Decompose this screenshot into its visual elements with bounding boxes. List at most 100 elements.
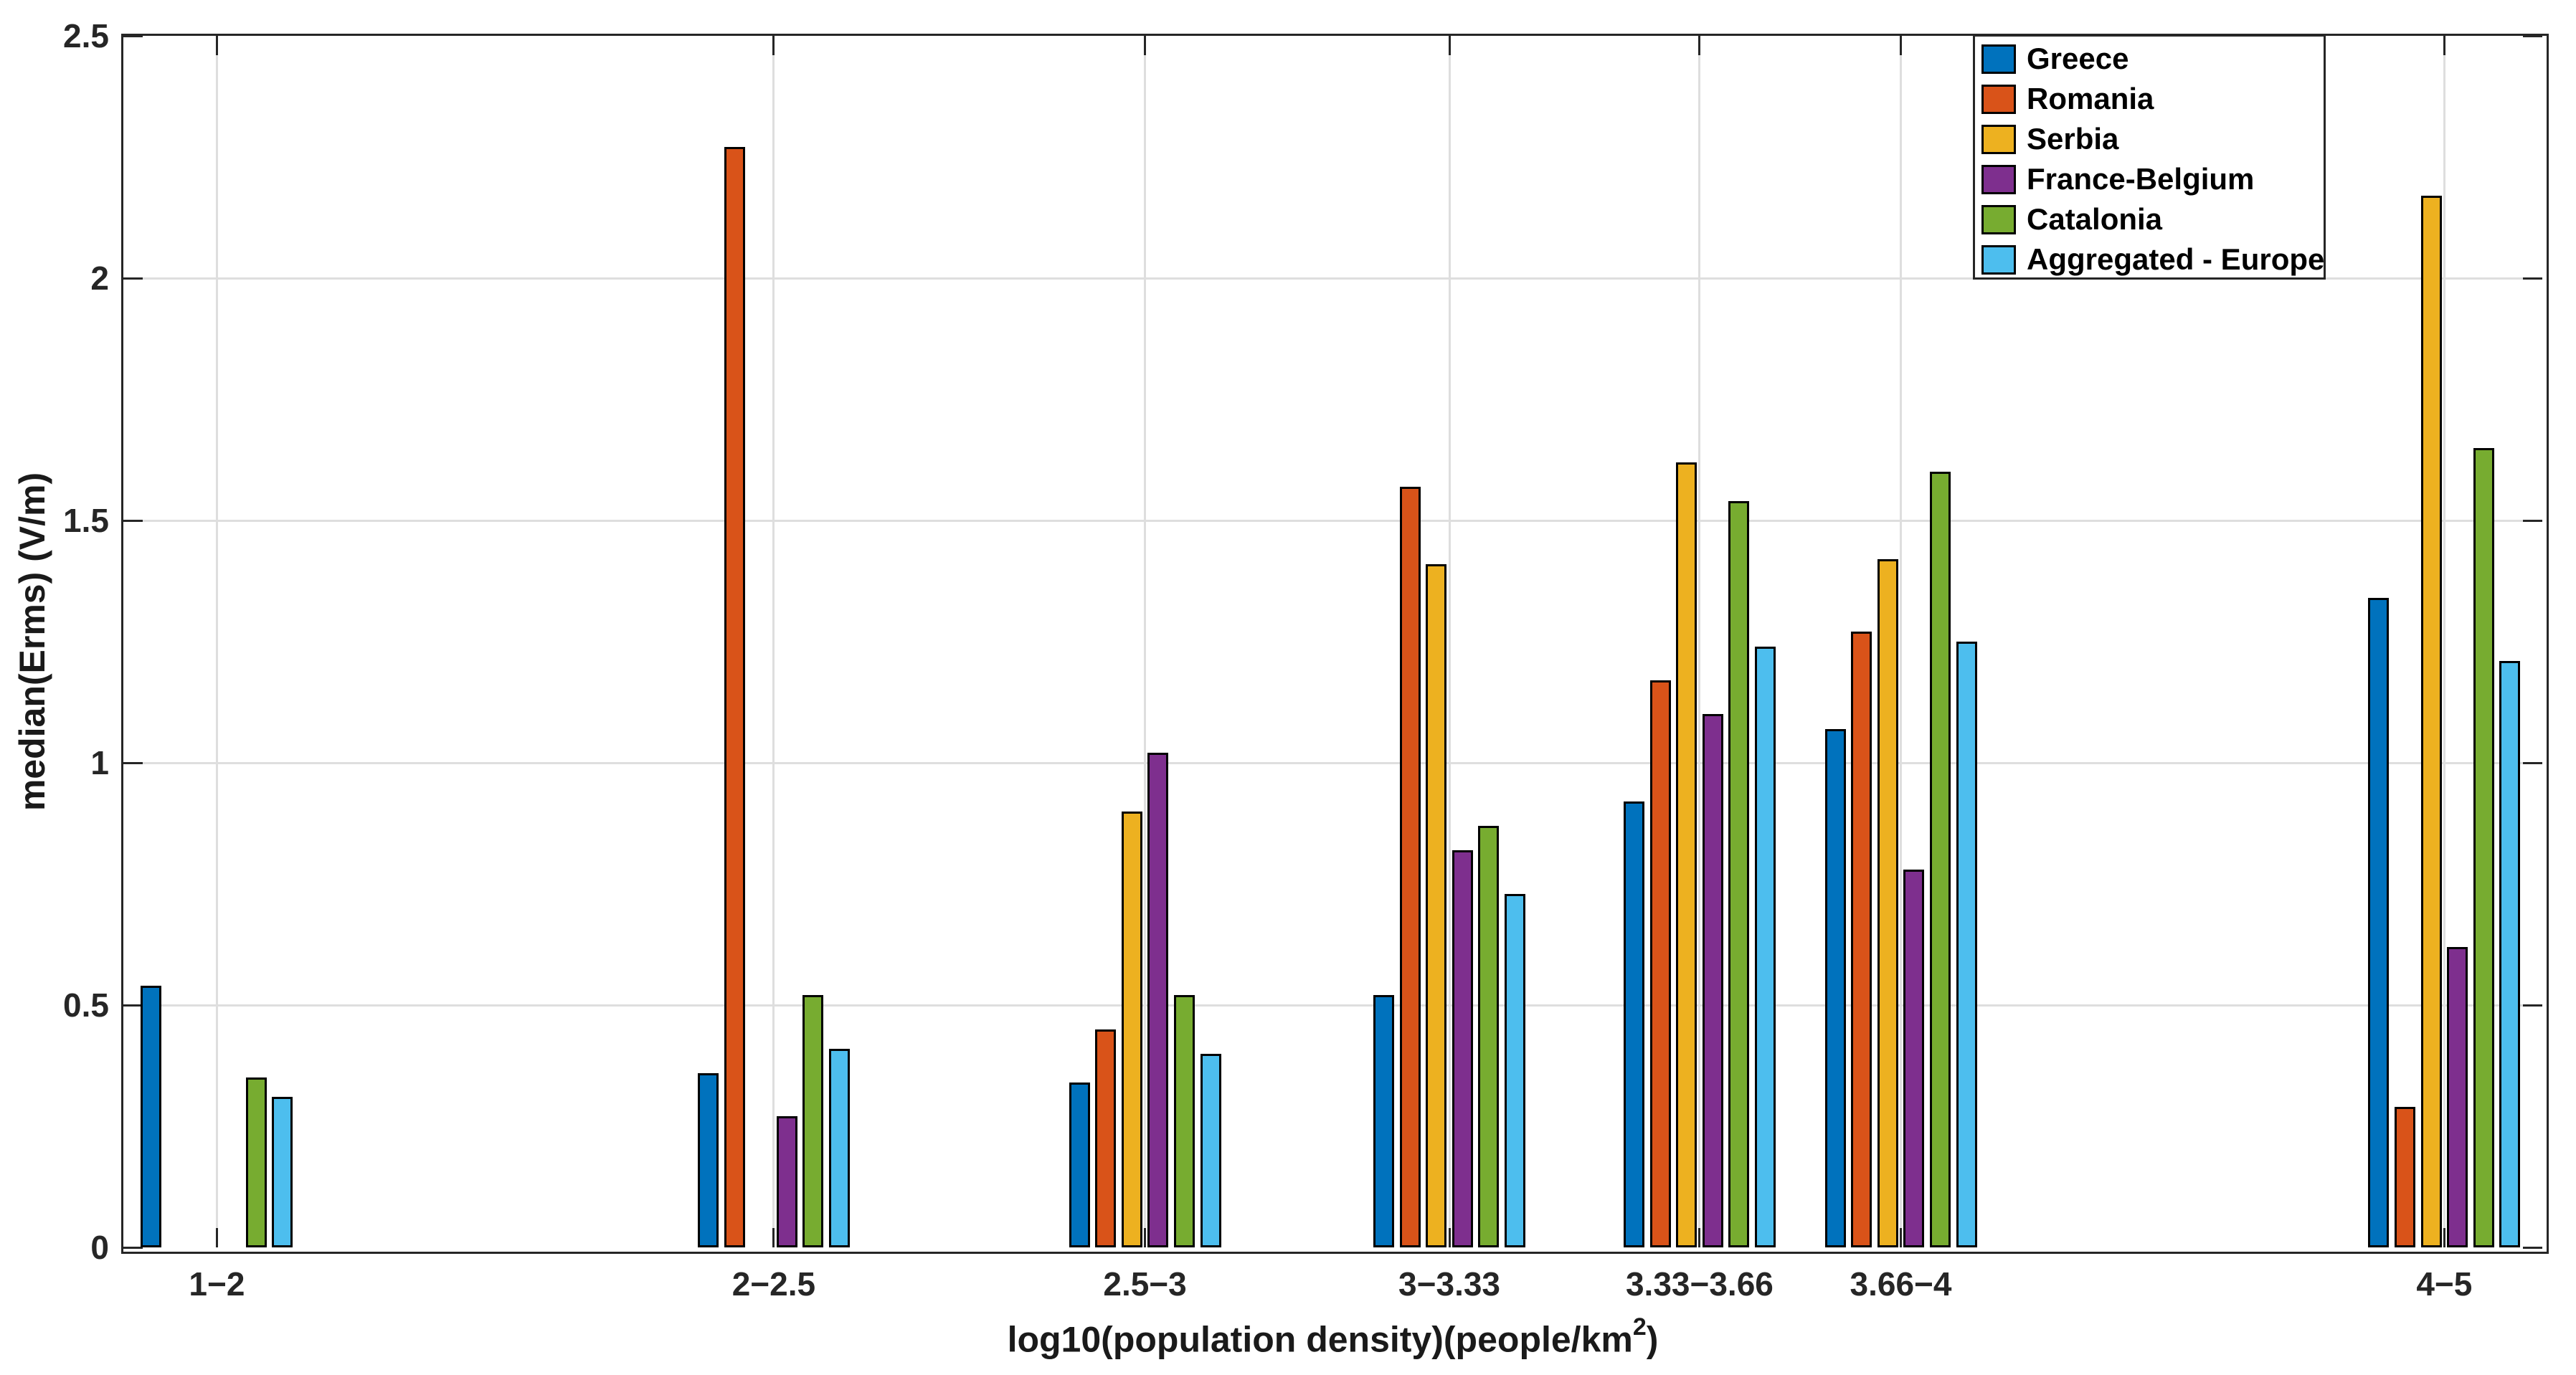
bar-catalonia-4	[1478, 825, 1500, 1247]
bar-greece-5	[1623, 801, 1644, 1247]
bar-romania-4	[1399, 486, 1421, 1247]
x-tick-label: 4−5	[2416, 1265, 2473, 1303]
bar-aggregated-europe-7	[2499, 661, 2521, 1247]
y-tick-label: 2.5	[63, 17, 109, 54]
legend-item-aggregated-europe: Aggregated - Europe	[1975, 239, 2324, 280]
bar-catalonia-7	[2473, 447, 2494, 1247]
x-tick-top	[1698, 36, 1701, 55]
legend-color-swatch	[1981, 244, 2016, 275]
y-gridline	[123, 1004, 2542, 1007]
bar-catalonia-6	[1929, 472, 1951, 1247]
x-tick-bottom	[2443, 1228, 2445, 1247]
y-axis-label: median(Erms) (V/m)	[11, 472, 350, 811]
y-tick-left	[123, 1246, 143, 1249]
bar-aggregated-europe-1	[272, 1097, 293, 1247]
x-tick-top	[1144, 36, 1147, 55]
bar-catalonia-1	[245, 1077, 267, 1247]
x-tick-bottom	[1448, 1228, 1451, 1247]
y-tick-right	[2523, 277, 2542, 280]
x-axis-label-superscript: 2	[1632, 1313, 1647, 1341]
bar-romania-3	[1095, 1029, 1117, 1247]
legend-label: Aggregated - Europe	[2027, 242, 2325, 276]
y-tick-label: 0	[90, 1229, 109, 1266]
bar-aggregated-europe-3	[1200, 1053, 1221, 1247]
bar-greece-4	[1373, 995, 1395, 1247]
y-gridline	[123, 519, 2542, 522]
legend-item-catalonia: Catalonia	[1975, 199, 2324, 239]
bar-romania-7	[2394, 1106, 2415, 1247]
bar-serbia-3	[1121, 811, 1142, 1247]
bar-serbia-4	[1426, 563, 1447, 1247]
bar-aggregated-europe-2	[828, 1048, 850, 1247]
bar-france-belgium-6	[1903, 869, 1925, 1247]
y-tick-left	[123, 519, 143, 522]
x-gridline	[215, 36, 218, 1247]
legend-color-swatch	[1981, 164, 2016, 194]
y-tick-label: 1.5	[63, 502, 109, 539]
legend-label: Greece	[2027, 42, 2129, 75]
y-gridline	[123, 277, 2542, 280]
bar-serbia-7	[2420, 196, 2442, 1247]
bar-catalonia-5	[1728, 500, 1750, 1247]
bar-romania-6	[1851, 632, 1872, 1247]
bar-greece-2	[697, 1072, 719, 1247]
y-tick-left	[123, 277, 143, 280]
x-tick-top	[2443, 36, 2445, 55]
bar-aggregated-europe-5	[1754, 646, 1776, 1247]
bar-serbia-5	[1676, 462, 1697, 1247]
y-tick-right	[2523, 761, 2542, 764]
bar-france-belgium-2	[776, 1116, 797, 1247]
bar-greece-3	[1069, 1083, 1090, 1247]
y-tick-left	[123, 34, 143, 37]
y-tick-label: 1	[90, 744, 109, 781]
x-tick-bottom	[215, 1228, 218, 1247]
x-tick-top	[1448, 36, 1451, 55]
y-tick-left	[123, 761, 143, 764]
bar-aggregated-europe-6	[1956, 642, 1977, 1247]
bar-greece-7	[2368, 598, 2390, 1247]
bar-serbia-6	[1877, 559, 1898, 1247]
y-tick-right	[2523, 1004, 2542, 1007]
legend: Greece Romania Serbia France-Belgium Catalon…	[1973, 34, 2326, 280]
legend-color-swatch	[1981, 44, 2016, 74]
legend-item-greece: Greece	[1975, 39, 2324, 79]
bar-catalonia-2	[802, 995, 824, 1247]
bar-france-belgium-5	[1702, 714, 1723, 1247]
legend-item-serbia: Serbia	[1975, 119, 2324, 159]
x-tick-bottom	[1144, 1228, 1147, 1247]
x-gridline	[772, 36, 775, 1247]
legend-label: Catalonia	[2027, 202, 2163, 236]
y-tick-right	[2523, 519, 2542, 522]
x-tick-top	[1900, 36, 1902, 55]
y-tick-label: 0.5	[63, 986, 109, 1024]
y-tick-label: 2	[90, 260, 109, 297]
bar-france-belgium-4	[1452, 850, 1473, 1247]
legend-label: Romania	[2027, 82, 2154, 115]
bar-france-belgium-7	[2447, 946, 2468, 1247]
bar-france-belgium-3	[1147, 753, 1169, 1247]
x-axis-label-suffix: )	[1646, 1319, 1659, 1360]
x-tick-label: 3.66−4	[1850, 1265, 1952, 1303]
legend-color-swatch	[1981, 124, 2016, 154]
legend-item-france-belgium: France-Belgium	[1975, 159, 2324, 199]
x-gridline	[1900, 36, 1902, 1247]
bar-aggregated-europe-4	[1505, 893, 1526, 1247]
x-tick-bottom	[1698, 1228, 1701, 1247]
bar-romania-2	[724, 147, 745, 1247]
legend-label: France-Belgium	[2027, 162, 2255, 196]
y-tick-right	[2523, 1246, 2542, 1249]
bar-catalonia-3	[1173, 995, 1195, 1247]
x-tick-top	[772, 36, 775, 55]
y-tick-right	[2523, 34, 2542, 37]
x-tick-bottom	[772, 1228, 775, 1247]
legend-item-romania: Romania	[1975, 79, 2324, 119]
x-tick-label: 3.33−3.66	[1625, 1265, 1774, 1303]
x-gridline	[1448, 36, 1451, 1247]
x-tick-label: 2.5−3	[1103, 1265, 1187, 1303]
y-tick-left	[123, 1004, 143, 1007]
x-tick-top	[215, 36, 218, 55]
x-gridline	[1698, 36, 1701, 1247]
bar-romania-5	[1649, 680, 1671, 1247]
x-axis-label-text: log10(population density)(people/km	[1007, 1319, 1633, 1360]
